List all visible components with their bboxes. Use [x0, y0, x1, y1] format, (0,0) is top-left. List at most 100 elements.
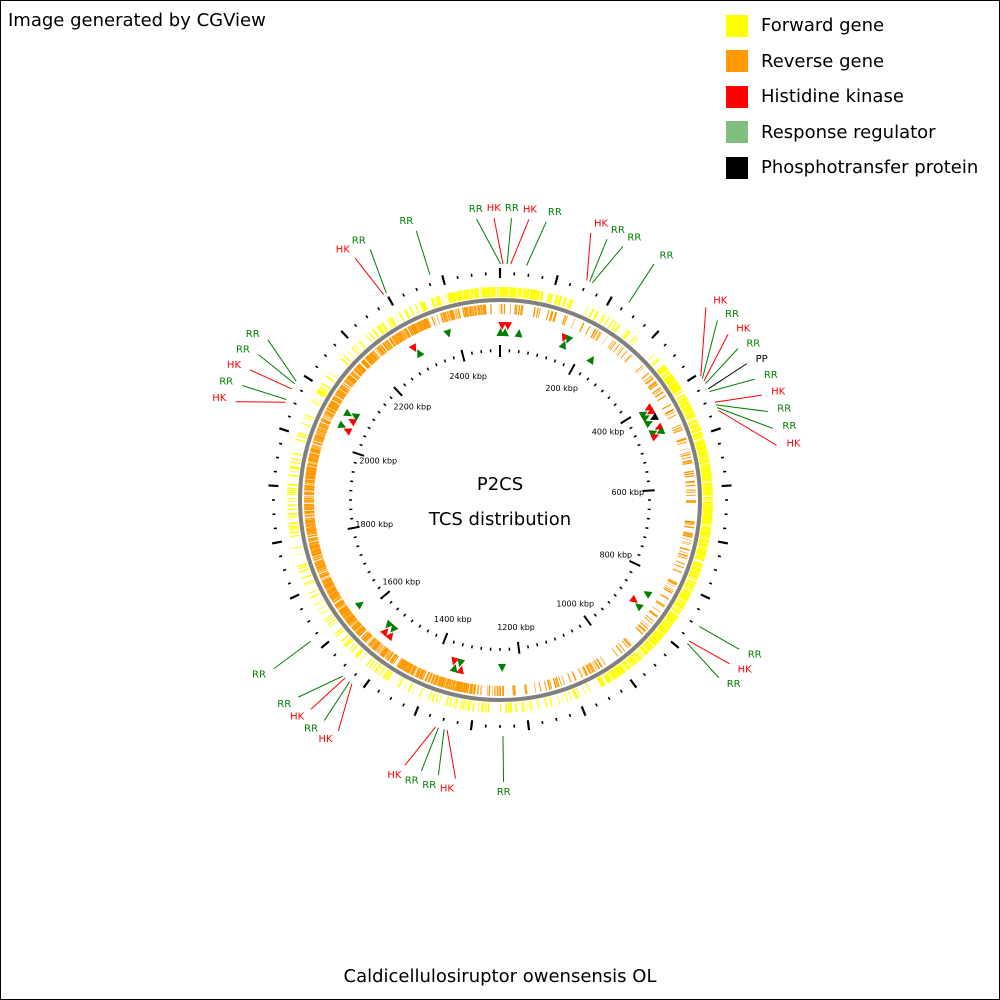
reverse-gene	[680, 451, 691, 456]
forward-gene	[418, 687, 423, 698]
forward-gene	[702, 505, 713, 506]
reverse-gene	[398, 331, 405, 341]
reverse-gene	[308, 455, 319, 459]
scale-tick	[568, 363, 576, 376]
reverse-gene	[307, 536, 318, 540]
forward-gene	[386, 318, 394, 329]
scale-tick	[426, 629, 430, 633]
forward-gene	[672, 605, 682, 612]
forward-gene	[459, 699, 463, 710]
forward-gene	[672, 388, 682, 395]
forward-gene	[554, 294, 560, 305]
forward-gene	[690, 425, 700, 431]
reverse-gene	[674, 564, 685, 569]
forward-gene	[444, 294, 448, 305]
forward-gene	[695, 555, 705, 559]
reverse-gene	[344, 613, 353, 621]
reverse-gene	[562, 315, 567, 326]
reverse-gene	[682, 459, 693, 464]
forward-gene	[677, 396, 687, 402]
reverse-gene	[677, 555, 688, 560]
reverse-gene	[336, 390, 346, 397]
reverse-gene	[348, 374, 358, 382]
tcs-label: RR	[219, 376, 233, 387]
forward-gene	[699, 536, 710, 540]
reverse-gene	[479, 685, 482, 696]
reverse-gene	[344, 613, 354, 621]
forward-gene	[680, 402, 690, 408]
reverse-gene	[323, 581, 333, 586]
response-regulator-marker	[498, 663, 507, 672]
forward-gene	[691, 565, 702, 570]
forward-gene	[688, 573, 699, 579]
outer-tick	[362, 678, 371, 689]
forward-gene	[702, 490, 713, 493]
forward-gene	[515, 287, 518, 298]
reverse-gene	[439, 313, 445, 323]
reverse-gene	[312, 554, 323, 559]
outer-tick	[278, 555, 283, 558]
reverse-gene	[679, 448, 690, 452]
reverse-gene	[402, 661, 408, 671]
outer-tick	[651, 330, 660, 339]
forward-gene	[334, 627, 344, 636]
forward-gene	[679, 399, 689, 406]
forward-gene	[484, 702, 487, 713]
forward-gene	[480, 702, 483, 713]
reverse-gene	[343, 381, 353, 388]
tcs-label: HK	[318, 734, 333, 745]
forward-gene	[690, 569, 701, 573]
forward-gene	[694, 557, 705, 562]
reverse-gene	[468, 306, 471, 317]
outer-tick	[428, 282, 432, 287]
forward-gene	[701, 470, 712, 473]
reverse-gene	[304, 484, 315, 487]
reverse-gene	[305, 523, 316, 526]
forward-gene	[290, 461, 301, 465]
cgview-credit: Image generated by CGView	[8, 10, 266, 31]
reverse-gene	[585, 664, 592, 675]
reverse-gene	[385, 340, 393, 349]
scale-tick	[418, 624, 422, 628]
reverse-gene	[607, 339, 614, 349]
reverse-gene	[469, 306, 472, 317]
reverse-gene	[353, 623, 362, 631]
forward-gene	[694, 440, 705, 445]
outer-tick	[582, 287, 585, 292]
reverse-gene	[351, 620, 360, 628]
forward-gene	[689, 423, 699, 428]
forward-gene	[650, 635, 659, 643]
reverse-gene	[329, 401, 339, 408]
reverse-gene	[346, 377, 355, 385]
reverse-gene	[647, 380, 657, 388]
forward-gene	[521, 288, 524, 299]
reverse-gene	[499, 685, 501, 696]
reverse-gene	[319, 572, 330, 578]
reverse-gene	[345, 614, 354, 622]
reverse-gene	[427, 672, 432, 683]
forward-gene	[692, 563, 703, 568]
reverse-gene	[313, 439, 324, 444]
forward-gene	[658, 626, 667, 634]
reverse-gene	[307, 460, 318, 464]
forward-gene	[609, 670, 617, 680]
reverse-gene	[399, 331, 406, 341]
reverse-gene	[353, 369, 362, 377]
forward-gene	[329, 372, 338, 379]
forward-gene	[663, 620, 672, 627]
reverse-gene	[520, 305, 524, 316]
scale-tick	[536, 643, 539, 647]
tcs-callout-line	[420, 727, 439, 772]
forward-gene	[685, 582, 695, 588]
forward-gene	[472, 701, 475, 712]
reverse-gene	[524, 684, 527, 695]
forward-gene	[365, 334, 373, 343]
forward-gene	[380, 322, 388, 332]
reverse-gene	[468, 683, 472, 694]
forward-gene	[663, 373, 672, 380]
forward-gene	[350, 644, 359, 653]
outer-tick	[653, 663, 657, 667]
forward-gene	[326, 375, 336, 383]
reverse-gene	[309, 452, 320, 457]
forward-gene	[661, 622, 671, 630]
